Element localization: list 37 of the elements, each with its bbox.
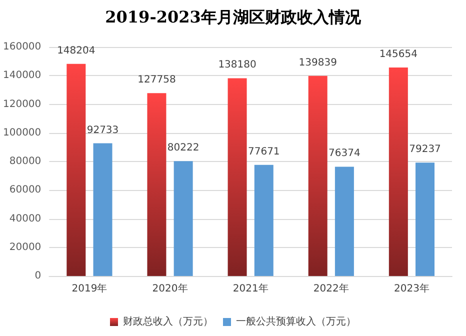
- x-tick-label: 2019年: [72, 282, 108, 294]
- data-label: 80222: [167, 142, 200, 154]
- bar: [174, 161, 193, 276]
- legend-label: 一般公共预算收入（万元）: [236, 316, 356, 328]
- chart-title: 2019-2023年月湖区财政收入情况: [105, 8, 362, 26]
- y-tick-label: 40000: [9, 213, 42, 224]
- y-tick-label: 60000: [9, 184, 42, 196]
- y-tick-label: 120000: [2, 98, 42, 110]
- data-label: 139839: [298, 57, 337, 68]
- y-tick-label: 140000: [2, 70, 42, 82]
- x-tick-label: 2020年: [152, 282, 188, 294]
- bar: [228, 78, 247, 276]
- bar: [334, 166, 354, 276]
- x-tick-label: 2021年: [232, 282, 268, 294]
- y-tick-label: 20000: [9, 242, 42, 253]
- data-label: 76374: [328, 148, 360, 160]
- data-label: 148204: [57, 45, 96, 56]
- bar: [254, 164, 274, 276]
- data-label: 79237: [409, 144, 441, 156]
- y-tick-label: 0: [34, 270, 42, 282]
- data-label: 145654: [379, 49, 418, 60]
- data-label: 138180: [218, 60, 256, 71]
- x-tick-label: 2022年: [313, 282, 349, 294]
- bar: [388, 68, 408, 276]
- data-label: 127758: [138, 74, 176, 86]
- bar: [93, 143, 112, 276]
- y-tick-label: 80000: [9, 156, 42, 167]
- y-tick-label: 100000: [2, 127, 42, 138]
- bar: [66, 64, 86, 276]
- data-label: 92733: [86, 124, 119, 136]
- bar: [416, 162, 435, 276]
- bar: [147, 93, 166, 276]
- legend-label: 财政总收入（万元）: [123, 316, 213, 328]
- data-label: 77671: [248, 146, 280, 158]
- x-tick-label: 2023年: [394, 282, 430, 294]
- y-tick-label: 160000: [2, 42, 42, 52]
- bar: [308, 76, 328, 276]
